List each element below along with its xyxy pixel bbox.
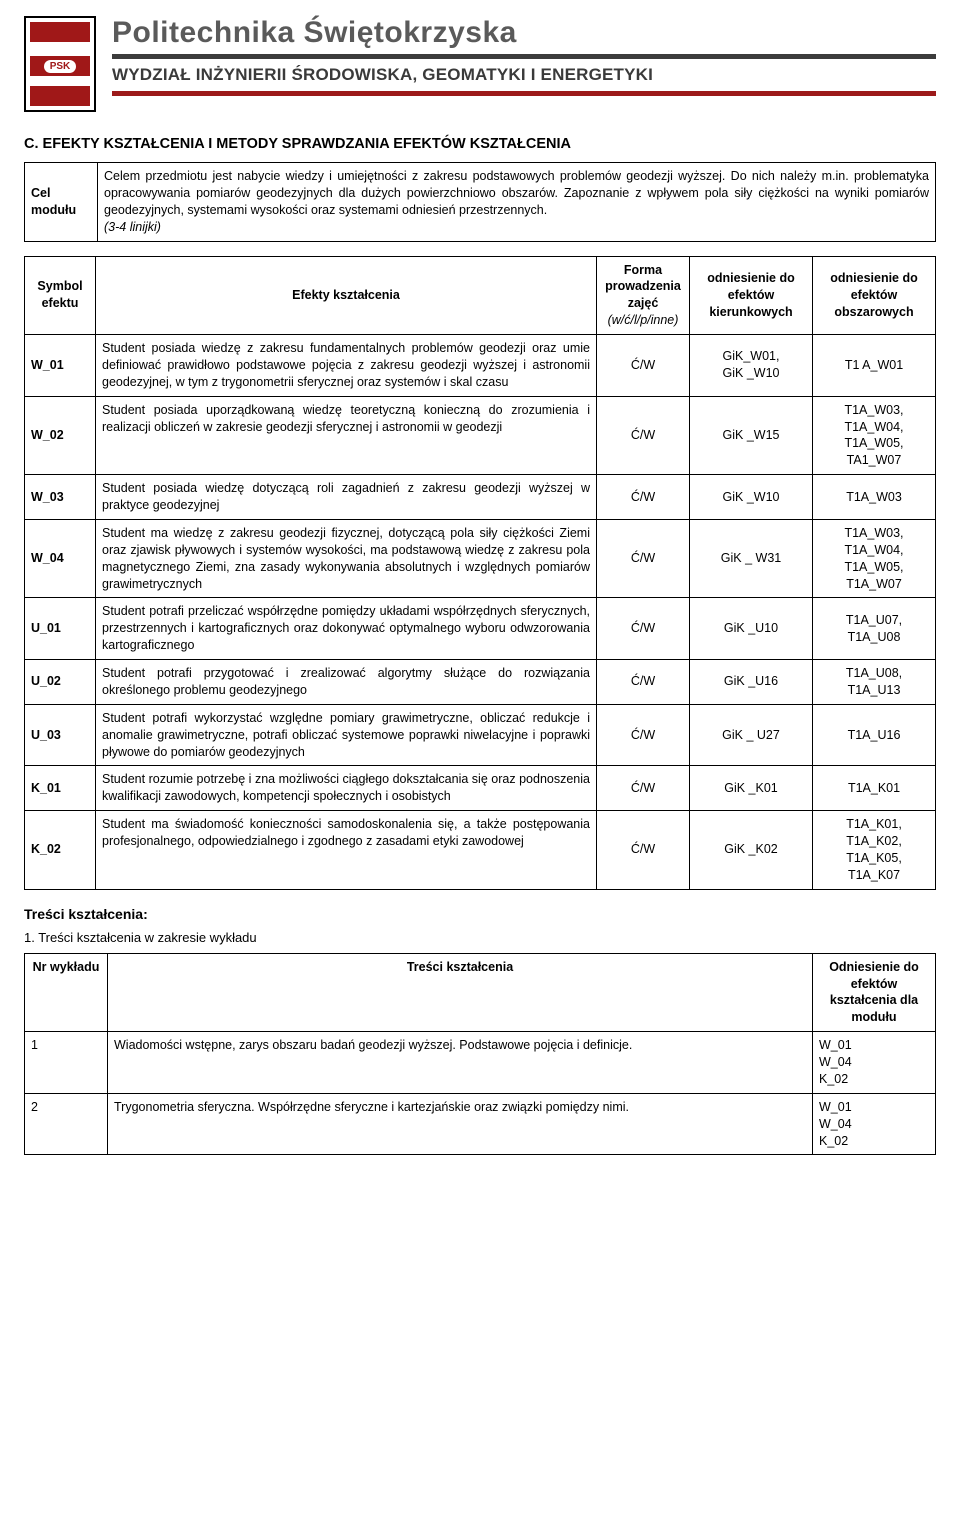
tresci-nr: 2 — [25, 1093, 108, 1155]
tresci-desc: Wiadomości wstępne, zarys obszaru badań … — [108, 1032, 813, 1094]
efekt-desc: Student ma wiedzę z zakresu geodezji fiz… — [96, 519, 597, 598]
efekt-kierunkowe: GiK_W01, GiK _W10 — [690, 335, 813, 397]
efekt-symbol: U_01 — [25, 598, 96, 660]
efekt-forma: Ć/W — [597, 335, 690, 397]
efekt-symbol: U_02 — [25, 660, 96, 705]
efekt-obszarowe: T1A_K01 — [813, 766, 936, 811]
table-row: K_02Student ma świadomość konieczności s… — [25, 811, 936, 890]
efekt-desc: Student potrafi wykorzystać względne pom… — [96, 704, 597, 766]
table-row: U_02Student potrafi przygotować i zreali… — [25, 660, 936, 705]
efekt-kierunkowe: GiK _ U27 — [690, 704, 813, 766]
table-row: W_01Student posiada wiedzę z zakresu fun… — [25, 335, 936, 397]
efekt-desc: Student rozumie potrzebę i zna możliwośc… — [96, 766, 597, 811]
efekt-symbol: W_03 — [25, 475, 96, 520]
cel-note: (3-4 linijki) — [104, 220, 161, 234]
table-row: U_01Student potrafi przeliczać współrzęd… — [25, 598, 936, 660]
efekt-obszarowe: T1A_U08, T1A_U13 — [813, 660, 936, 705]
header-divider-red — [112, 91, 936, 96]
efekt-obszarowe: T1 A_W01 — [813, 335, 936, 397]
cel-label: Cel modułu — [25, 163, 98, 242]
efekt-kierunkowe: GiK _K01 — [690, 766, 813, 811]
col-symbol: Symbol efektu — [25, 256, 96, 335]
table-row: K_01Student rozumie potrzebę i zna możli… — [25, 766, 936, 811]
logo-badge: PSK — [30, 56, 90, 76]
col-forma-sub: (w/ć/l/p/inne) — [608, 313, 679, 327]
university-logo: PSK — [24, 16, 96, 112]
col-obsz: odniesienie do efektów obszarowych — [813, 256, 936, 335]
logo-badge-text: PSK — [44, 60, 77, 73]
col-odniesienie: Odniesienie do efektów kształcenia dla m… — [813, 953, 936, 1032]
header-text-block: Politechnika Świętokrzyska WYDZIAŁ INŻYN… — [112, 16, 936, 98]
table-row: Cel modułu Celem przedmiotu jest nabycie… — [25, 163, 936, 242]
table-row: 2Trygonometria sferyczna. Współrzędne sf… — [25, 1093, 936, 1155]
col-tresci-desc: Treści kształcenia — [108, 953, 813, 1032]
table-header-row: Nr wykładu Treści kształcenia Odniesieni… — [25, 953, 936, 1032]
efekt-kierunkowe: GiK _W15 — [690, 396, 813, 475]
table-row: W_04Student ma wiedzę z zakresu geodezji… — [25, 519, 936, 598]
cel-text: Celem przedmiotu jest nabycie wiedzy i u… — [104, 169, 929, 217]
efekt-symbol: U_03 — [25, 704, 96, 766]
tresci-odniesienie: W_01 W_04 K_02 — [813, 1032, 936, 1094]
cel-text-cell: Celem przedmiotu jest nabycie wiedzy i u… — [98, 163, 936, 242]
efekty-table: Symbol efektu Efekty kształcenia Forma p… — [24, 256, 936, 890]
tresci-desc: Trygonometria sferyczna. Współrzędne sfe… — [108, 1093, 813, 1155]
efekt-symbol: W_04 — [25, 519, 96, 598]
efekt-forma: Ć/W — [597, 396, 690, 475]
col-nr: Nr wykładu — [25, 953, 108, 1032]
efekt-obszarowe: T1A_W03 — [813, 475, 936, 520]
efekt-desc: Student posiada uporządkowaną wiedzę teo… — [96, 396, 597, 475]
header-divider-dark — [112, 54, 936, 59]
cel-table: Cel modułu Celem przedmiotu jest nabycie… — [24, 162, 936, 242]
efekt-symbol: W_01 — [25, 335, 96, 397]
efekt-forma: Ć/W — [597, 704, 690, 766]
col-desc: Efekty kształcenia — [96, 256, 597, 335]
efekt-desc: Student potrafi przeliczać współrzędne p… — [96, 598, 597, 660]
efekt-kierunkowe: GiK _U10 — [690, 598, 813, 660]
col-forma-top: Forma prowadzenia zajęć — [605, 263, 681, 311]
efekt-forma: Ć/W — [597, 766, 690, 811]
faculty-name: WYDZIAŁ INŻYNIERII ŚRODOWISKA, GEOMATYKI… — [112, 65, 936, 85]
tresci-table: Nr wykładu Treści kształcenia Odniesieni… — [24, 953, 936, 1156]
efekt-desc: Student posiada wiedzę z zakresu fundame… — [96, 335, 597, 397]
efekt-desc: Student posiada wiedzę dotyczącą roli za… — [96, 475, 597, 520]
efekt-forma: Ć/W — [597, 598, 690, 660]
efekt-kierunkowe: GiK _ W31 — [690, 519, 813, 598]
efekt-forma: Ć/W — [597, 811, 690, 890]
efekt-forma: Ć/W — [597, 660, 690, 705]
efekt-obszarowe: T1A_W03, T1A_W04, T1A_W05, T1A_W07 — [813, 519, 936, 598]
efekt-obszarowe: T1A_W03, T1A_W04, T1A_W05, TA1_W07 — [813, 396, 936, 475]
efekt-obszarowe: T1A_U07, T1A_U08 — [813, 598, 936, 660]
table-row: U_03Student potrafi wykorzystać względne… — [25, 704, 936, 766]
efekt-symbol: K_02 — [25, 811, 96, 890]
efekt-forma: Ć/W — [597, 519, 690, 598]
efekt-kierunkowe: GiK _K02 — [690, 811, 813, 890]
efekt-desc: Student ma świadomość konieczności samod… — [96, 811, 597, 890]
page-header: PSK Politechnika Świętokrzyska WYDZIAŁ I… — [0, 0, 960, 116]
table-row: 1Wiadomości wstępne, zarys obszaru badań… — [25, 1032, 936, 1094]
efekt-symbol: W_02 — [25, 396, 96, 475]
tresci-odniesienie: W_01 W_04 K_02 — [813, 1093, 936, 1155]
section-c-title: C. EFEKTY KSZTAŁCENIA I METODY SPRAWDZAN… — [24, 136, 936, 152]
efekt-kierunkowe: GiK _U16 — [690, 660, 813, 705]
efekt-kierunkowe: GiK _W10 — [690, 475, 813, 520]
tresci-nr: 1 — [25, 1032, 108, 1094]
table-row: W_02Student posiada uporządkowaną wiedzę… — [25, 396, 936, 475]
col-forma: Forma prowadzenia zajęć (w/ć/l/p/inne) — [597, 256, 690, 335]
col-kier: odniesienie do efektów kierunkowych — [690, 256, 813, 335]
university-name: Politechnika Świętokrzyska — [112, 16, 936, 50]
efekt-obszarowe: T1A_U16 — [813, 704, 936, 766]
table-header-row: Symbol efektu Efekty kształcenia Forma p… — [25, 256, 936, 335]
efekt-forma: Ć/W — [597, 475, 690, 520]
efekt-obszarowe: T1A_K01, T1A_K02, T1A_K05, T1A_K07 — [813, 811, 936, 890]
table-row: W_03Student posiada wiedzę dotyczącą rol… — [25, 475, 936, 520]
efekt-desc: Student potrafi przygotować i zrealizowa… — [96, 660, 597, 705]
tresci-intro: 1. Treści kształcenia w zakresie wykładu — [24, 930, 936, 945]
tresci-title: Treści kształcenia: — [24, 906, 936, 922]
efekt-symbol: K_01 — [25, 766, 96, 811]
